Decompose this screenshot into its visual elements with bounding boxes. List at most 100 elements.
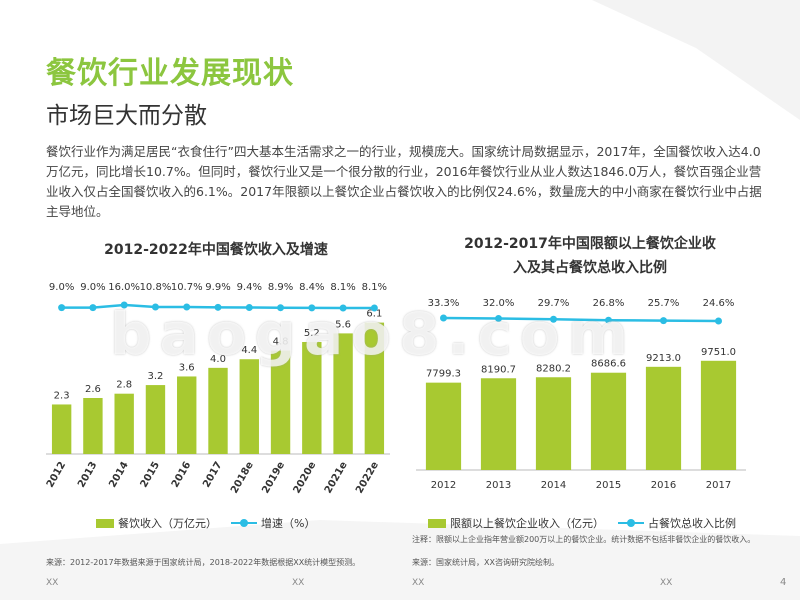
chart-1-line-point [370, 304, 378, 312]
chart-1-bar-label: 2.6 [85, 384, 101, 395]
chart-2-tick-label: 2012 [431, 480, 456, 491]
chart-2-bar [700, 360, 737, 470]
chart-2-title: 2012-2017年中国限额以上餐饮企业收 入及其占餐饮总收入比例 [420, 232, 760, 280]
chart-2-legend-line-label: 占餐饮总收入比例 [648, 517, 736, 530]
chart-1-line-label: 10.8% [140, 282, 172, 293]
chart-2-bar [645, 366, 682, 470]
intro-paragraph: 餐饮行业作为满足居民“衣食住行”四大基本生活需求之一的行业，规模庞大。国家统计局… [46, 144, 762, 219]
chart-2-legend-bar-swatch [428, 518, 446, 528]
chart-2-tick-label: 2014 [541, 480, 566, 491]
chart-2-bar-label: 7799.3 [426, 369, 461, 380]
chart-1-bar [114, 393, 134, 454]
chart-2-title-line2: 入及其占餐饮总收入比例 [513, 260, 667, 276]
chart-2-tick-label: 2013 [486, 480, 511, 491]
chart-2: 7799.3 2012 8190.7 2013 8280.2 2014 8686.6 2015… [416, 298, 746, 491]
chart-2-bar-label: 9213.0 [646, 353, 681, 364]
page-title: 餐饮行业发展现状 [46, 56, 294, 91]
chart-2-tick-label: 2015 [596, 480, 621, 491]
chart-2-bar [590, 372, 627, 470]
chart-2-bar-label: 8686.6 [591, 359, 626, 370]
chart-1-legend-line-label: 增速（%） [261, 517, 316, 530]
chart-1-bar [333, 333, 353, 454]
chart-2-bar [535, 377, 572, 470]
chart-1-bar [83, 398, 103, 454]
chart-2-bar-label: 9751.0 [701, 347, 736, 358]
chart-2-tick-label: 2017 [706, 480, 731, 491]
chart-1-line-point [308, 304, 316, 312]
chart-1-legend-line-swatch [231, 519, 257, 527]
chart-1-line-label: 8.9% [268, 282, 293, 293]
chart-1-line-label: 9.0% [49, 282, 74, 293]
chart-1-bar [208, 367, 228, 454]
chart-2-line-label: 29.7% [538, 298, 570, 309]
chart-1-line-label: 10.7% [171, 282, 203, 293]
chart-1-bar [302, 342, 322, 454]
chart-1-line-label: 9.4% [237, 282, 262, 293]
chart-2-line-point [550, 315, 557, 323]
chart-2-bar-label: 8280.2 [536, 363, 571, 374]
page-number: 4 [780, 577, 787, 588]
chart-1-legend-bar-swatch [96, 518, 114, 528]
chart-2-bar-label: 8190.7 [481, 364, 516, 375]
chart-1-line-point [245, 304, 253, 312]
chart-2-line-label: 33.3% [428, 298, 460, 309]
chart-1-line-point [183, 303, 191, 311]
chart-1-line-label: 16.0% [108, 282, 140, 293]
footer-xx-mid: XX [292, 578, 305, 588]
chart-1-bar-label: 5.6 [335, 319, 351, 330]
chart-2-line-point [440, 314, 447, 322]
chart-2-line-point [495, 314, 502, 322]
chart-2-line-label: 26.8% [593, 298, 625, 309]
chart-1-line-point [120, 301, 128, 309]
chart-1-line-point [339, 304, 347, 312]
watermark: baogao8.com [110, 300, 637, 368]
chart-1-line-label: 9.9% [205, 282, 230, 293]
chart-1-bar [145, 385, 166, 454]
chart-1-line-point [89, 304, 97, 312]
chart-1-line-point [58, 304, 66, 312]
chart-1-tick-label: 2013 [76, 460, 99, 490]
background-shape-top [592, 0, 800, 120]
chart-2-series-line [443, 316, 719, 323]
chart-2-bar [480, 378, 517, 470]
chart-1-bar-label: 2.3 [54, 390, 70, 401]
chart-2-line-point [660, 317, 667, 325]
chart-2-tick-label: 2016 [651, 480, 676, 491]
chart-1-bar-label: 2.8 [116, 380, 132, 391]
chart-2-legend-bar-label: 限额以上餐饮企业收入（亿元） [450, 517, 604, 530]
chart-1-tick-label: 2020e [292, 460, 319, 496]
chart-1: 2.3 2012 2.6 2013 2.8 2014 3.2 2015 3.6 2016 4.0 20… [45, 282, 390, 496]
chart-1-bar [364, 322, 385, 454]
chart-1-bar-label: 3.6 [179, 362, 195, 373]
chart-1-bar-label: 5.2 [304, 328, 320, 339]
chart-1-tick-label: 2012 [45, 460, 68, 490]
chart-1-legend-bar-label: 餐饮收入（万亿元） [118, 517, 217, 530]
chart-1-line-point [277, 304, 285, 312]
chart-2-line-label: 24.6% [703, 298, 735, 309]
chart-2-legend-line-swatch [618, 519, 644, 527]
chart-2-note: 注释：限额以上企业指年营业额200万以上的餐饮企业。统计数据不包括非餐饮企业的餐… [412, 535, 756, 544]
chart-1-line-label: 8.1% [330, 282, 355, 293]
footer-xx-left: XX [46, 578, 59, 588]
chart-1-title: 2012-2022年中国餐饮收入及增速 [104, 242, 328, 258]
chart-1-bar [239, 359, 259, 454]
chart-1-bar [270, 350, 291, 454]
chart-1-line-label: 8.1% [362, 282, 387, 293]
chart-1-line-point [214, 303, 222, 311]
chart-2-line-point [605, 316, 612, 324]
chart-1-tick-label: 2016 [170, 460, 193, 490]
chart-1-tick-label: 2014 [107, 460, 130, 490]
chart-1-bar-label: 4.0 [210, 354, 226, 365]
chart-1-legend: 餐饮收入（万亿元） 增速（%） [96, 515, 315, 531]
chart-2-line-point [715, 317, 722, 325]
chart-1-line-label: 9.0% [80, 282, 105, 293]
chart-1-tick-label: 2017 [201, 460, 224, 490]
chart-1-tick-label: 2019e [260, 460, 287, 496]
chart-1-tick-label: 2015 [139, 460, 162, 490]
chart-1-bar [177, 376, 197, 454]
footer-xx-right: XX [660, 578, 673, 588]
chart-2-title-line1: 2012-2017年中国限额以上餐饮企业收 [464, 236, 716, 252]
chart-1-tick-label: 2022e [354, 460, 381, 496]
chart-2-bar [425, 382, 462, 470]
page-subtitle: 市场巨大而分散 [46, 103, 207, 129]
